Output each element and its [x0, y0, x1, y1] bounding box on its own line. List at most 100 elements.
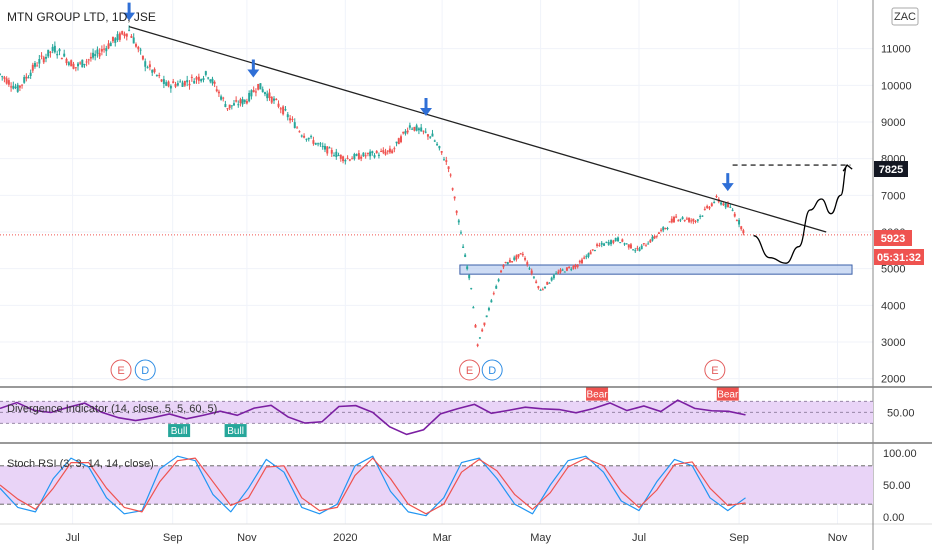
x-tick-label: Nov: [828, 532, 848, 544]
candle-body: [685, 218, 688, 220]
candle-body: [572, 265, 575, 269]
candle-body: [179, 81, 182, 83]
candle-body: [121, 31, 124, 35]
candle-body: [380, 151, 383, 153]
candle-body: [300, 135, 303, 137]
candle-body: [593, 250, 596, 252]
candle-body: [360, 156, 363, 159]
candle-body: [330, 150, 333, 154]
candle-body: [440, 151, 443, 153]
candle-body: [169, 85, 172, 89]
candle-body: [640, 245, 643, 250]
y-tick-label: 11000: [881, 44, 911, 56]
candle-body: [109, 42, 112, 47]
candle-body: [459, 232, 462, 234]
candle-body: [696, 219, 699, 221]
candle-body: [511, 261, 514, 263]
candle-body: [155, 74, 158, 76]
candle-body: [662, 227, 665, 231]
candle-body: [36, 65, 39, 67]
y-tick-label: 3000: [881, 337, 905, 349]
candle-body: [578, 260, 581, 263]
candle-body: [351, 158, 354, 160]
projection-arrowhead: [842, 164, 853, 172]
candle-body: [284, 109, 287, 111]
candle-body: [137, 46, 140, 50]
target-price-tag: 7825: [874, 161, 908, 177]
candle-body: [83, 63, 86, 66]
candle-body: [81, 59, 84, 68]
candle-body: [211, 78, 214, 84]
y-tick-label: 2000: [881, 374, 905, 386]
candle-body: [539, 289, 542, 291]
divergence-signal-badge: [586, 387, 609, 401]
candle-body: [141, 55, 144, 60]
candle-body: [146, 67, 149, 69]
candle-body: [546, 281, 549, 285]
candle-body: [557, 271, 560, 274]
candle-body: [116, 34, 119, 41]
candle-body: [261, 89, 264, 93]
candle-body: [526, 262, 529, 265]
down-arrow-icon: [247, 59, 260, 78]
candle-body: [672, 216, 675, 223]
candle-body: [664, 227, 667, 229]
candle-body: [375, 151, 378, 154]
candle-body: [625, 243, 628, 245]
candle-body: [457, 220, 460, 223]
candle-body: [51, 46, 54, 51]
candle-body: [436, 143, 439, 146]
x-tick-label: Nov: [237, 532, 257, 544]
candle-body: [570, 268, 573, 270]
candle-body: [72, 63, 75, 69]
candle-body: [474, 324, 477, 328]
candle-body: [404, 131, 407, 134]
candle-body: [153, 68, 156, 73]
candle-body: [688, 218, 691, 222]
candle-body: [371, 151, 374, 154]
candle-body: [1, 76, 4, 78]
candle-body: [629, 244, 632, 249]
candle-body: [239, 99, 242, 104]
candle-body: [190, 76, 193, 78]
candle-body: [232, 103, 235, 106]
candle-body: [399, 136, 402, 143]
x-tick-label: May: [530, 532, 551, 544]
candle-body: [413, 126, 416, 131]
candle-body: [70, 60, 73, 67]
candle-body: [694, 221, 697, 223]
candle-body: [293, 122, 296, 129]
candle-body: [627, 244, 630, 248]
candle-body: [373, 155, 376, 158]
candle-body: [118, 33, 121, 40]
candle-body: [25, 76, 28, 79]
candle-body: [679, 219, 682, 221]
candle-body: [94, 54, 97, 57]
stoch-k-line: [0, 455, 746, 517]
candle-body: [726, 204, 729, 208]
stoch-tick-label: 0.00: [883, 512, 904, 524]
candle-body: [60, 57, 63, 60]
candle-body: [481, 329, 484, 332]
candle-body: [506, 262, 509, 265]
candle-body: [504, 261, 507, 263]
stoch-band: [0, 465, 873, 505]
candle-body: [14, 86, 17, 88]
support-zone: [459, 264, 853, 275]
target-price-label: 7825: [879, 164, 903, 176]
candle-body: [353, 154, 356, 160]
candle-body: [451, 188, 454, 190]
candle-body: [517, 254, 520, 257]
currency-badge[interactable]: ZAC: [891, 7, 919, 26]
candle-body: [670, 218, 673, 223]
candle-body: [337, 155, 340, 157]
candle-body: [144, 61, 147, 67]
candle-body: [530, 270, 533, 274]
candle-body: [541, 289, 544, 291]
candle-body: [237, 104, 240, 106]
candle-body: [487, 308, 490, 311]
candle-body: [500, 270, 503, 273]
candle-body: [438, 146, 441, 149]
candle-body: [415, 125, 418, 131]
